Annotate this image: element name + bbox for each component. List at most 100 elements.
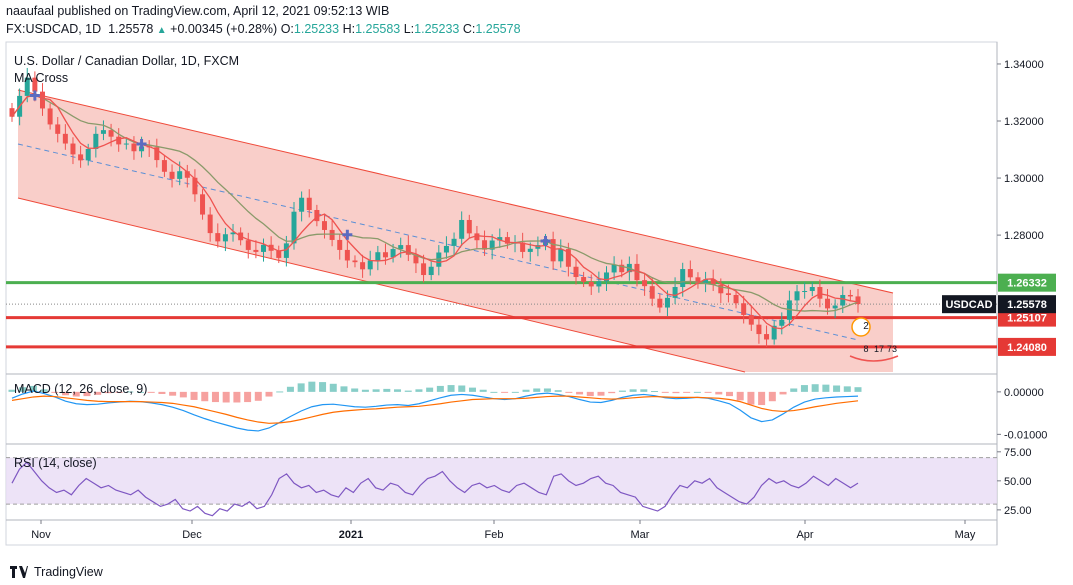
candle-body bbox=[390, 249, 396, 258]
candle-body bbox=[428, 266, 434, 276]
price-tick-label: 1.34000 bbox=[1004, 59, 1044, 71]
candle-body bbox=[611, 264, 617, 273]
ma-slow-line bbox=[11, 94, 859, 312]
macd-histogram-bar bbox=[843, 386, 851, 392]
symbol-label: FX:USDCAD, 1D bbox=[6, 22, 102, 36]
chart-title: U.S. Dollar / Canadian Dollar, 1D, FXCM bbox=[14, 54, 240, 68]
rsi-label: RSI (14, close) bbox=[14, 456, 97, 470]
publish-info-text: naaufaal published on TradingView.com, A… bbox=[6, 4, 390, 18]
candle-body bbox=[466, 219, 472, 234]
macd-histogram-bar bbox=[222, 391, 230, 403]
symbol-tag-text: USDCAD bbox=[945, 299, 992, 311]
open-label: O: bbox=[280, 22, 294, 36]
macd-histogram-bar bbox=[361, 389, 369, 392]
macd-histogram-bar bbox=[40, 389, 48, 392]
candle-body bbox=[603, 272, 609, 282]
macd-histogram-bar bbox=[276, 391, 284, 393]
candle-body bbox=[413, 254, 419, 264]
price-pane: 2 8 17 73 bbox=[6, 67, 997, 373]
ma-cross-marker bbox=[342, 229, 353, 240]
low-value: 1.25233 bbox=[414, 22, 460, 36]
candle-body bbox=[131, 143, 137, 152]
candle-body bbox=[802, 290, 808, 292]
candle-body bbox=[85, 148, 91, 161]
macd-histogram-bar bbox=[404, 390, 412, 392]
candle-body bbox=[222, 234, 228, 242]
candle-body bbox=[382, 252, 388, 258]
candle-body bbox=[664, 297, 670, 308]
macd-histogram-bar bbox=[822, 384, 830, 392]
time-tick-label: Apr bbox=[796, 529, 813, 541]
candle-body bbox=[756, 324, 762, 335]
candle-body bbox=[710, 279, 716, 285]
candle-body bbox=[123, 143, 129, 145]
publish-info: naaufaal published on TradingView.com, A… bbox=[6, 4, 389, 18]
candle-body bbox=[482, 240, 488, 250]
ma-cross-marker bbox=[540, 235, 551, 246]
candle-body bbox=[47, 108, 53, 125]
candle-body bbox=[62, 133, 68, 144]
candle-body bbox=[794, 291, 800, 301]
macd-histogram-bar bbox=[254, 391, 262, 401]
candle-body bbox=[649, 286, 655, 299]
macd-histogram-bar bbox=[747, 391, 755, 405]
high-value: 1.25583 bbox=[355, 22, 401, 36]
macd-histogram-bar bbox=[179, 391, 187, 398]
candle-body bbox=[855, 296, 861, 305]
macd-histogram-bar bbox=[651, 391, 659, 393]
candle-body bbox=[459, 219, 465, 239]
candle-body bbox=[108, 130, 114, 137]
candle-body bbox=[261, 244, 267, 252]
candle-body bbox=[497, 237, 503, 241]
macd-histogram-bar bbox=[736, 391, 744, 401]
macd-histogram-bar bbox=[522, 389, 530, 392]
macd-histogram-bar bbox=[833, 385, 841, 392]
channel-fill bbox=[18, 90, 893, 372]
candle-body bbox=[184, 171, 190, 178]
macd-histogram-bar bbox=[308, 381, 316, 392]
candle-body bbox=[687, 269, 693, 278]
candle-body bbox=[299, 197, 305, 212]
rsi-tick-label: 50.00 bbox=[1004, 476, 1032, 488]
candle-body bbox=[573, 266, 579, 278]
candle-body bbox=[832, 305, 838, 309]
macd-histogram-bar bbox=[554, 390, 562, 392]
price-tick-label: 1.32000 bbox=[1004, 116, 1044, 128]
macd-tick-label: -0.01000 bbox=[1004, 429, 1047, 441]
candle-body bbox=[344, 249, 350, 261]
support-2-label-text: 1.24080 bbox=[1007, 342, 1047, 354]
candle-body bbox=[680, 269, 686, 288]
ma-cross-label: MA Cross bbox=[14, 71, 69, 85]
close-label: C: bbox=[462, 22, 476, 36]
macd-histogram-bar bbox=[565, 391, 573, 393]
rsi-tick-label: 25.00 bbox=[1004, 505, 1032, 517]
event-badge-arc bbox=[849, 355, 899, 362]
candle-body bbox=[703, 279, 709, 284]
resistance-label-text: 1.26332 bbox=[1007, 278, 1047, 290]
macd-histogram-bar bbox=[672, 391, 680, 394]
event-badge-count: 73 bbox=[887, 344, 897, 354]
candle-body bbox=[321, 221, 327, 230]
macd-histogram-bar bbox=[126, 391, 134, 393]
candle-body bbox=[32, 77, 38, 92]
time-tick-label: 2021 bbox=[339, 529, 363, 541]
macd-histogram-bar bbox=[576, 391, 584, 395]
candle-body bbox=[489, 240, 495, 250]
candle-body bbox=[398, 245, 404, 250]
time-tick-label: May bbox=[955, 529, 976, 541]
macd-histogram-bar bbox=[29, 385, 37, 392]
low-label: L: bbox=[403, 22, 415, 36]
macd-histogram-bar bbox=[683, 391, 691, 393]
time-tick-label: Mar bbox=[631, 529, 650, 541]
candle-body bbox=[78, 154, 84, 161]
ma-cross-marker bbox=[136, 138, 147, 149]
macd-histogram-bar bbox=[629, 389, 637, 392]
macd-histogram-bar bbox=[383, 388, 391, 392]
high-label: H: bbox=[342, 22, 356, 36]
macd-histogram-bar bbox=[854, 387, 862, 392]
macd-histogram-bar bbox=[586, 391, 594, 397]
candle-body bbox=[565, 249, 571, 267]
candle-body bbox=[100, 130, 106, 134]
tradingview-brand[interactable]: TradingView bbox=[10, 565, 103, 579]
